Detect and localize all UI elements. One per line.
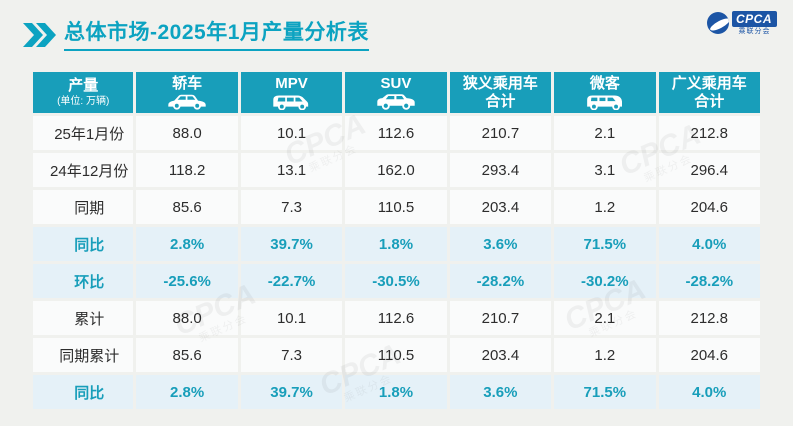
column-header-label: 轿车 (172, 74, 203, 92)
row-label: 累计 (33, 301, 134, 335)
table-cell: 85.6 (136, 190, 238, 224)
table-cell: 162.0 (345, 153, 447, 187)
page-title: 总体市场-2025年1月产量分析表 (64, 16, 369, 51)
production-table: 产量 (单位: 万辆) 轿车 MPV SUV 狭义乘用车 合计 微客 广义乘用车 合计 25年… (30, 69, 763, 412)
column-header-label: MPV (275, 74, 308, 92)
row-label: 同期 (33, 190, 134, 224)
table-row: 同比 2.8% 39.7% 1.8% 3.6% 71.5% 4.0% (33, 375, 760, 409)
table-cell: -30.5% (345, 264, 447, 298)
column-header-label: 狭义乘用车 (462, 75, 538, 93)
table-cell: 204.6 (658, 190, 760, 224)
table-cell: 293.4 (449, 153, 552, 187)
table-cell: 112.6 (345, 116, 447, 150)
column-header-label: 合计 (694, 92, 725, 110)
table-cell: 13.1 (240, 153, 343, 187)
table-cell: 88.0 (136, 116, 238, 150)
table-cell: 210.7 (449, 116, 552, 150)
table-cell: 1.2 (554, 190, 656, 224)
table-cell: 2.1 (554, 301, 656, 335)
table-cell: 39.7% (240, 375, 343, 409)
column-header: SUV (345, 72, 447, 113)
table-cell: 212.8 (658, 301, 760, 335)
table-cell: 118.2 (136, 153, 238, 187)
table-cell: 71.5% (554, 227, 656, 261)
table-cell: 85.6 (136, 338, 238, 372)
table-cell: 4.0% (658, 375, 760, 409)
table-row: 同期累计 85.6 7.3 110.5 203.4 1.2 204.6 (33, 338, 760, 372)
unit-label: (单位: 万辆) (57, 96, 110, 108)
row-label: 25年1月份 (33, 116, 134, 150)
row-label: 24年12月份 (33, 153, 134, 187)
table-cell: 3.1 (554, 153, 656, 187)
table-cell: 2.8% (136, 375, 238, 409)
column-header-label: 广义乘用车 (671, 75, 747, 93)
column-header: 广义乘用车 合计 (658, 72, 760, 113)
sedan-icon (136, 93, 237, 110)
table-cell: 3.6% (449, 375, 552, 409)
table-cell: 39.7% (240, 227, 343, 261)
column-header: 狭义乘用车 合计 (449, 72, 552, 113)
column-header-label: 产量 (68, 77, 99, 95)
table-cell: 1.8% (345, 375, 447, 409)
cpca-logo-subtext: 乘联分会 (738, 28, 771, 35)
table-cell: 203.4 (449, 338, 552, 372)
title-bar: 总体市场-2025年1月产量分析表 (22, 16, 369, 51)
column-header: 轿车 (136, 72, 238, 113)
cpca-logo-text: CPCA (731, 11, 777, 27)
table-cell: 110.5 (345, 338, 447, 372)
column-header-product: 产量 (单位: 万辆) (33, 72, 134, 113)
table-cell: 3.6% (449, 227, 552, 261)
table-cell: 71.5% (554, 375, 656, 409)
table-row: 同期 85.6 7.3 110.5 203.4 1.2 204.6 (33, 190, 760, 224)
table-cell: 2.1 (554, 116, 656, 150)
mpv-icon (241, 93, 342, 111)
table-cell: -25.6% (136, 264, 238, 298)
column-header: MPV (240, 72, 343, 113)
table-cell: 10.1 (240, 301, 343, 335)
table-cell: 203.4 (449, 190, 552, 224)
suv-icon (345, 93, 446, 110)
microvan-icon (554, 93, 655, 111)
column-header: 微客 (554, 72, 656, 113)
cpca-swoosh-icon (706, 12, 729, 34)
table-cell: 10.1 (240, 116, 343, 150)
table-cell: -30.2% (554, 264, 656, 298)
column-header-label: 合计 (485, 92, 516, 110)
column-header-label: 微客 (589, 74, 620, 92)
table-row: 同比 2.8% 39.7% 1.8% 3.6% 71.5% 4.0% (33, 227, 760, 261)
table-cell: 210.7 (449, 301, 552, 335)
table-cell: 1.8% (345, 227, 447, 261)
row-label: 同比 (33, 375, 134, 409)
table-cell: 1.2 (554, 338, 656, 372)
table-cell: 4.0% (658, 227, 760, 261)
table-row: 25年1月份 88.0 10.1 112.6 210.7 2.1 212.8 (33, 116, 760, 150)
table-cell: 212.8 (658, 116, 760, 150)
row-label: 同期累计 (33, 338, 134, 372)
table-row: 24年12月份 118.2 13.1 162.0 293.4 3.1 296.4 (33, 153, 760, 187)
table-cell: 7.3 (240, 338, 343, 372)
table-row: 累计 88.0 10.1 112.6 210.7 2.1 212.8 (33, 301, 760, 335)
table-row: 环比 -25.6% -22.7% -30.5% -28.2% -30.2% -28.2% (33, 264, 760, 298)
table-cell: 296.4 (658, 153, 760, 187)
table-cell: 7.3 (240, 190, 343, 224)
column-header-label: SUV (380, 74, 412, 92)
table-cell: 204.6 (658, 338, 760, 372)
table-cell: 2.8% (136, 227, 238, 261)
table-cell: -22.7% (240, 264, 343, 298)
cpca-logo: CPCA 乘联分会 (706, 11, 777, 35)
table-cell: 110.5 (345, 190, 447, 224)
table-cell: -28.2% (658, 264, 760, 298)
table-header-row: 产量 (单位: 万辆) 轿车 MPV SUV 狭义乘用车 合计 微客 广义乘用车 合计 (33, 72, 760, 113)
row-label: 同比 (33, 227, 134, 261)
table-cell: -28.2% (449, 264, 552, 298)
double-chevron-icon (22, 22, 56, 47)
row-label: 环比 (33, 264, 134, 298)
table-cell: 112.6 (345, 301, 447, 335)
table-cell: 88.0 (136, 301, 238, 335)
